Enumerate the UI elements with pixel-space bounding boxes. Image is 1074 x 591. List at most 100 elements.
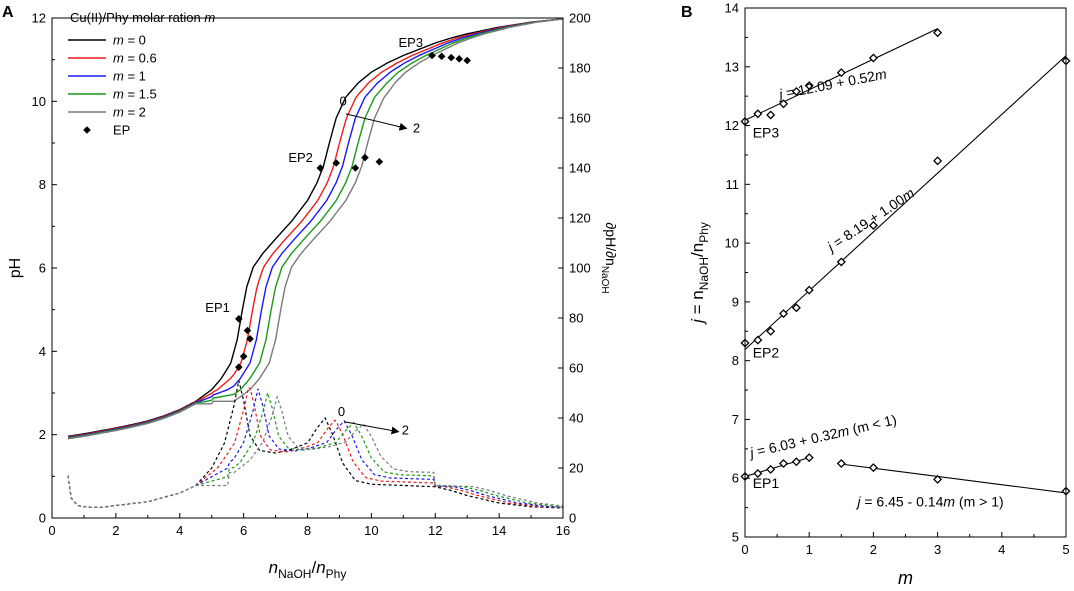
- data-point: [804, 285, 814, 295]
- data-point: [836, 459, 846, 469]
- x-tick-label: 0: [48, 523, 55, 538]
- ep-markers: [235, 51, 471, 371]
- data-point: [766, 326, 776, 336]
- derivative-curve-0: [67, 380, 564, 509]
- y-tick-label: 2: [39, 427, 46, 442]
- x-tick-label: 2: [870, 542, 877, 557]
- annotation-ep2: EP2: [288, 150, 313, 165]
- annotation-ep1: EP1: [205, 300, 230, 315]
- label-ep1: EP1: [753, 475, 780, 491]
- data-point: [836, 257, 846, 267]
- annotation-2: 2: [413, 121, 420, 136]
- y2-tick-label: 0: [569, 511, 576, 526]
- data-point: [933, 28, 943, 38]
- y-tick-label: 5: [732, 530, 739, 545]
- data-point: [868, 463, 878, 473]
- fit-equation: j = 12.09 + 0.52m: [776, 65, 888, 102]
- data-point: [779, 309, 789, 319]
- legend: Cu(II)/Phy molar ration m m = 0 m = 0.6 m =…: [68, 10, 215, 138]
- data-point: [804, 453, 814, 463]
- annotation-0: 0: [339, 94, 346, 109]
- data-point: [933, 474, 943, 484]
- ep-marker: [375, 157, 384, 166]
- derivative-curves: [67, 380, 564, 509]
- y2-tick-label: 140: [569, 161, 591, 176]
- fit-line: [841, 463, 1067, 494]
- panel-b-annotations: EP3 EP2 EP1 j = 12.09 + 0.52m j = 8.19 + 1.0…: [747, 65, 1004, 509]
- data-point: [779, 99, 789, 109]
- x-tick-label: 5: [1062, 542, 1069, 557]
- x-tick-label: 4: [998, 542, 1005, 557]
- derivative-curve-4: [67, 394, 564, 509]
- data-point: [766, 110, 776, 120]
- trend-arrow: [344, 421, 400, 435]
- ph-curves: [67, 18, 564, 440]
- fit-line: [744, 55, 1067, 350]
- legend-entry: m = 1: [113, 69, 146, 84]
- ep-marker: [361, 153, 369, 162]
- x-tick-label: 3: [934, 542, 941, 557]
- data-point: [791, 457, 801, 467]
- panel-label-a: A: [2, 4, 14, 21]
- x-tick-label: 14: [492, 523, 506, 538]
- x-tick-label: 12: [428, 523, 442, 538]
- ep-marker: [235, 363, 243, 371]
- x-tick-label: 0: [741, 542, 748, 557]
- data-point: [791, 303, 801, 313]
- ep-marker: [246, 335, 254, 343]
- fit-equation: j = 8.19 + 1.00m: [823, 184, 918, 255]
- legend-entry: m = 1.5: [113, 87, 157, 102]
- y2-tick-label: 200: [569, 11, 591, 26]
- y2-axis-label: ∂pH/∂nNaOH: [599, 222, 619, 293]
- ep-marker: [316, 164, 325, 172]
- x-tick-label: 16: [556, 523, 570, 538]
- y-tick-label: 7: [732, 412, 739, 427]
- data-point: [804, 81, 814, 91]
- x-tick-label: 4: [176, 523, 183, 538]
- panel-a-axes: 0 2 4 6 8 10 12 14 16024681012020406080100120140…: [7, 11, 619, 582]
- y2-tick-label: 100: [569, 261, 591, 276]
- ep-marker: [455, 55, 464, 63]
- trend-arrow: [345, 113, 408, 131]
- y-tick-label: 6: [39, 261, 46, 276]
- y-tick-label: 14: [725, 1, 739, 16]
- data-point: [836, 68, 846, 78]
- y-tick-label: 8: [732, 353, 739, 368]
- data-point: [868, 220, 878, 230]
- y-tick-label: 12: [725, 118, 739, 133]
- y-tick-label: 11: [726, 177, 740, 192]
- data-point: [779, 459, 789, 469]
- y-tick-label: 10: [32, 94, 46, 109]
- ph-curve-4: [67, 18, 564, 440]
- y2-tick-label: 180: [569, 61, 591, 76]
- legend-title: Cu(II)/Phy molar ration m: [70, 10, 215, 25]
- legend-entry: EP: [113, 123, 130, 138]
- legend-marker-ep: [83, 126, 91, 134]
- ep-marker: [332, 159, 341, 167]
- fit-equation: j = 6.03 + 0.32m (m < 1): [747, 411, 899, 461]
- y2-tick-label: 60: [569, 361, 583, 376]
- data-point: [753, 469, 763, 479]
- x-axis-label: nNaOH/nPhy: [269, 558, 347, 581]
- y-axis-label: j = nNaOH/nPhy: [688, 222, 711, 325]
- legend-entry: m = 0: [113, 33, 146, 48]
- panel-label-b: B: [681, 4, 693, 21]
- ep-marker: [235, 315, 243, 323]
- data-point: [868, 53, 878, 63]
- ep-marker: [239, 352, 248, 361]
- data-point: [933, 156, 943, 166]
- panel-a-chart: 0 2 4 6 8 10 12 14 16024681012020406080100120140…: [7, 10, 619, 581]
- y-tick-label: 4: [39, 344, 46, 359]
- y2-tick-label: 40: [569, 411, 583, 426]
- y-tick-label: 6: [732, 471, 739, 486]
- y-tick-label: 12: [32, 11, 46, 26]
- ep-marker: [437, 52, 446, 61]
- derivative-curve-1: [67, 386, 564, 509]
- x-tick-label: 1: [806, 542, 813, 557]
- fit-equation: j = 6.45 - 0.14m (m > 1): [855, 493, 1003, 509]
- ep-marker: [243, 326, 252, 335]
- y-tick-label: 0: [39, 511, 46, 526]
